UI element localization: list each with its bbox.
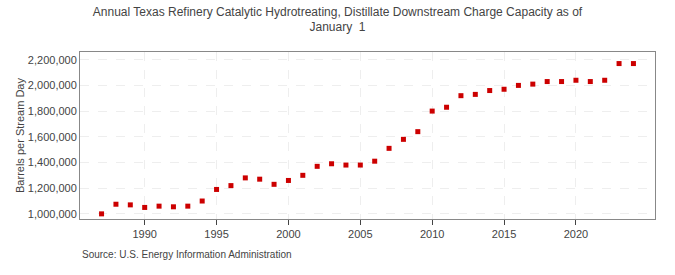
svg-text:2005: 2005: [348, 228, 372, 240]
svg-text:2,200,000: 2,200,000: [28, 54, 77, 66]
svg-text:2015: 2015: [492, 228, 516, 240]
svg-text:1,600,000: 1,600,000: [28, 131, 77, 143]
svg-text:1,400,000: 1,400,000: [28, 156, 77, 168]
svg-text:1,200,000: 1,200,000: [28, 182, 77, 194]
svg-text:1990: 1990: [132, 228, 156, 240]
svg-text:2020: 2020: [564, 228, 588, 240]
svg-text:2,000,000: 2,000,000: [28, 79, 77, 91]
svg-text:Annual Texas Refinery Catalyti: Annual Texas Refinery Catalytic Hydrotre…: [93, 5, 583, 35]
svg-text:1995: 1995: [204, 228, 228, 240]
svg-text:Barrels per Stream Day: Barrels per Stream Day: [14, 78, 26, 193]
svg-text:2000: 2000: [276, 228, 300, 240]
svg-text:1,000,000: 1,000,000: [28, 208, 77, 220]
svg-text:1,800,000: 1,800,000: [28, 105, 77, 117]
svg-text:Source: U.S. Energy Informatio: Source: U.S. Energy Information Administ…: [82, 249, 292, 260]
svg-text:2010: 2010: [420, 228, 444, 240]
